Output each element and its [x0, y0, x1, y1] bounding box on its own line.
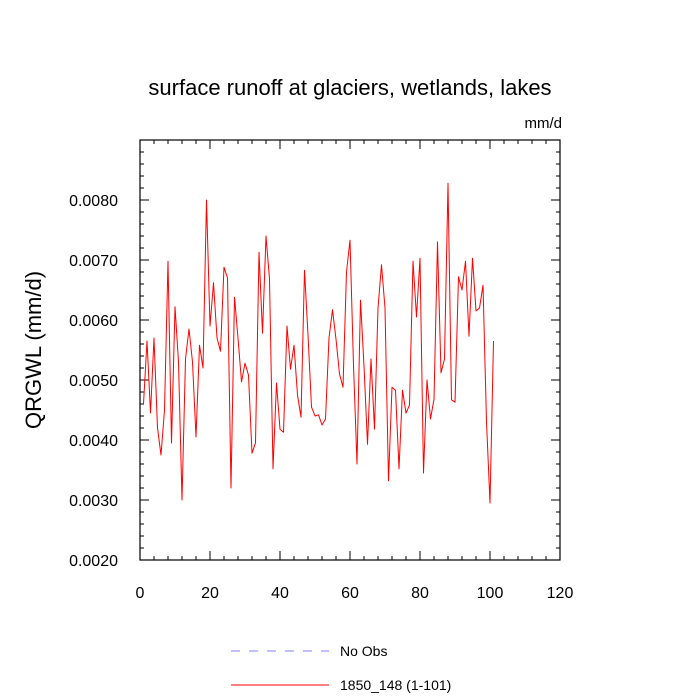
y-tick-label: 0.0020 [69, 553, 118, 570]
y-tick-label: 0.0040 [69, 433, 118, 450]
legend: No Obs 1850_148 (1-101) [231, 643, 451, 693]
y-tick-label: 0.0050 [69, 373, 118, 390]
legend-label: 1850_148 (1-101) [340, 677, 451, 693]
y-tick-label: 0.0070 [69, 253, 118, 270]
chart-title: surface runoff at glaciers, wetlands, la… [148, 75, 551, 100]
x-tick-label: 120 [547, 585, 574, 602]
x-tick-label: 80 [411, 585, 429, 602]
y-tick-label: 0.0080 [69, 193, 118, 210]
y-tick-label: 0.0060 [69, 313, 118, 330]
x-tick-label: 40 [271, 585, 289, 602]
y-tick-label: 0.0030 [69, 493, 118, 510]
tick-labels: 0 20 40 60 80 100 120 0.0020 0.0030 0.0040 0.0050 0… [69, 193, 573, 602]
plot-frame [139, 139, 561, 561]
x-tick-label: 20 [201, 585, 219, 602]
plot-area [143, 182, 494, 504]
chart-units: mm/d [525, 115, 563, 132]
x-tick-label: 100 [477, 585, 504, 602]
x-tick-label: 60 [341, 585, 359, 602]
y-axis-label: QRGWL (mm/d) [21, 271, 46, 429]
x-tick-label: 0 [136, 585, 145, 602]
legend-label: No Obs [340, 643, 387, 659]
series-line [143, 182, 494, 504]
